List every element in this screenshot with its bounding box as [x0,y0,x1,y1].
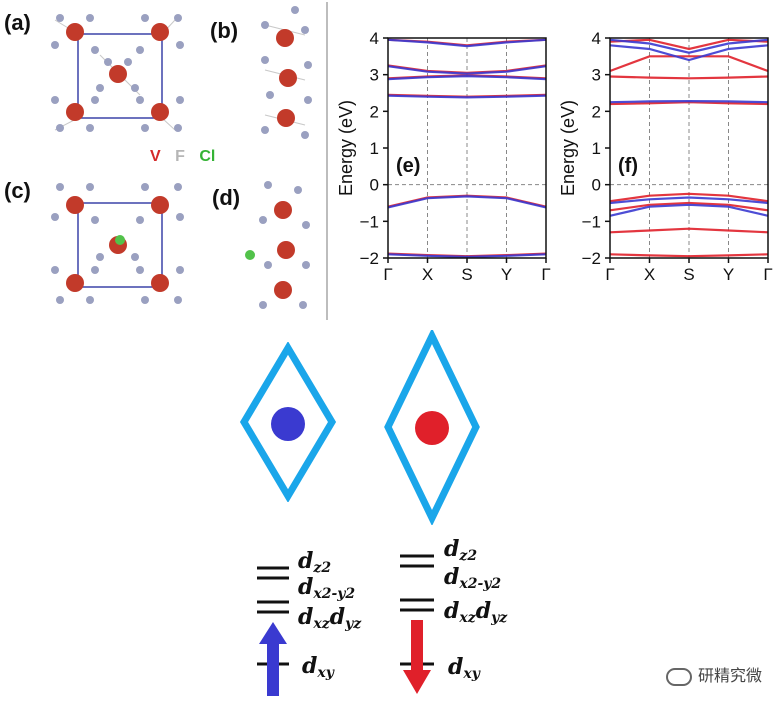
band-line-7 [387,65,547,75]
plot-frame [609,37,769,259]
y-tick-label: 0 [592,176,601,195]
band-line-11 [387,253,547,259]
y-tick-label: −2 [360,249,379,268]
x-tick-label: Γ [605,265,614,284]
y-tick-label: 3 [370,66,379,85]
band-line-11 [609,203,769,217]
y-tick-label: 2 [370,102,379,121]
x-tick-label: Γ [541,265,550,284]
y-tick-label: 4 [370,29,379,48]
y-tick-label: −1 [582,212,601,231]
x-tick-label: Y [723,265,734,284]
band-line-9 [609,44,769,62]
x-tick-label: S [683,265,694,284]
x-tick-label: X [422,265,433,284]
orbital-dxzdyz-up: dxzdyz [298,604,362,633]
band-line-10 [387,195,547,209]
level-lines-down [400,554,434,694]
panel-label: (f) [618,155,638,177]
band-line-6 [609,227,769,234]
band-line-0 [609,38,769,51]
divider [326,2,328,320]
orbital-dxy-up: dxy [302,653,334,682]
structure-c [51,183,184,304]
y-axis-label: Energy (eV) [336,100,356,196]
structure-b [261,6,312,139]
x-tick-label: Y [501,265,512,284]
band-line-6 [387,38,547,48]
y-tick-label: 0 [370,176,379,195]
panel-label-c: (c) [4,178,31,203]
y-tick-label: 3 [592,66,601,85]
band-line-9 [387,94,547,99]
spin-up-arrow [259,622,287,696]
x-tick-label: Γ [763,265,772,284]
panel-label-d: (d) [212,185,241,210]
y-tick-label: 1 [592,139,601,158]
x-tick-label: S [461,265,472,284]
band-line-5 [609,201,769,212]
band-chart-f: −2 −1 0 1 2 3 4 Γ X S Y Γ Energy (eV) (f) [558,29,773,284]
legend-v: V [150,148,161,165]
spin-down-atom [415,411,449,445]
panel-label: (e) [396,155,420,177]
orbital-dx2y2-up: dx2-y2 [298,574,356,603]
y-axis-label: Energy (eV) [558,100,578,196]
x-tick-label: X [644,265,655,284]
y-tick-label: 2 [592,102,601,121]
y-tick-label: 1 [370,139,379,158]
legend-f: F [175,148,185,165]
watermark: 研精究微 [665,662,762,686]
y-tick-label: −2 [582,249,601,268]
legend: V F Cl [150,148,215,166]
orbital-dz2-up: dz2 [298,548,332,577]
band-line-2 [609,75,769,80]
orbital-dz2-down: dz2 [444,536,478,565]
band-line-12 [609,196,769,205]
spin-down-diamond [384,330,480,525]
structure-a [51,14,184,132]
level-lines-up [257,566,289,696]
band-chart-e: −2 −1 0 1 2 3 4 Γ X S Y Γ Energy (eV) (e) [336,29,551,284]
panel-label-b: (b) [210,18,239,43]
structure-d [245,181,310,309]
orbital-dxzdyz-down: dxzdyz [444,598,508,627]
band-line-4 [609,192,769,203]
band-line-1 [609,55,769,73]
orbital-dx2y2-down: dx2-y2 [444,564,502,593]
orbital-dxy-down: dxy [448,654,480,683]
x-tick-label: Γ [383,265,392,284]
chat-bubble-icon [665,667,692,686]
band-line-7 [609,253,769,258]
band-line-10 [609,99,769,104]
spin-up-atom [271,407,305,441]
spin-up-diamond [239,342,337,502]
spin-down-arrow [403,620,431,694]
y-tick-label: −1 [360,212,379,231]
band-line-8 [387,74,547,81]
band-line-8 [609,38,769,54]
panel-label-a: (a) [4,10,31,35]
legend-cl: Cl [199,148,216,165]
plot-frame [387,37,547,259]
y-tick-label: 4 [592,29,601,48]
